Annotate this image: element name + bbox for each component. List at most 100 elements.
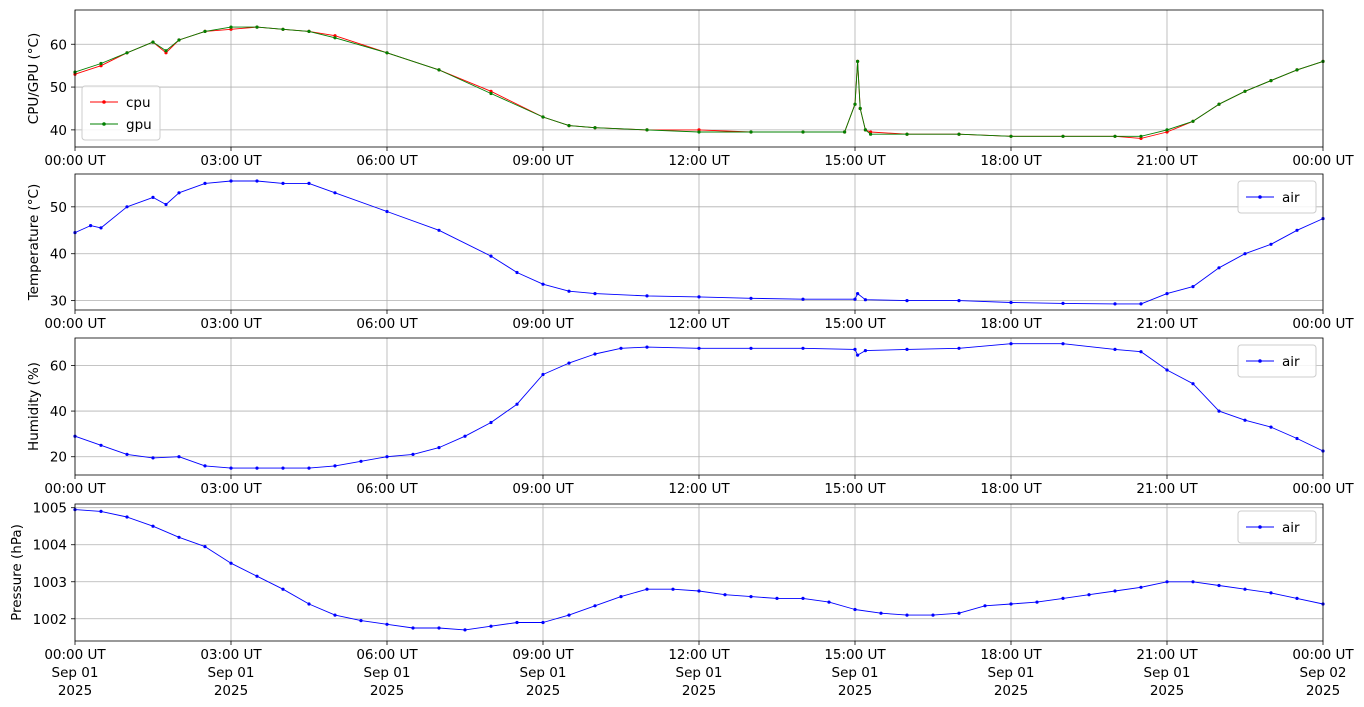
- data-point: [541, 282, 545, 286]
- legend: air: [1237, 510, 1317, 544]
- x-tick-label: 03:00 UT: [200, 481, 262, 497]
- data-point: [281, 27, 285, 31]
- data-point: [151, 40, 155, 44]
- data-point: [1009, 300, 1013, 305]
- x-tick-label: 09:00 UT: [512, 481, 574, 497]
- data-point: [1009, 134, 1013, 138]
- series-line-air: [74, 180, 1324, 305]
- x-tick-date: Sep 01: [988, 665, 1035, 681]
- x-tick-year: 2025: [1306, 683, 1340, 699]
- data-point: [905, 347, 909, 351]
- data-point: [515, 270, 519, 275]
- data-point: [645, 345, 649, 349]
- y-tick-label: 40: [50, 123, 67, 139]
- y-tick-label: 1003: [33, 575, 67, 591]
- data-point: [177, 535, 181, 539]
- data-point: [1191, 382, 1195, 386]
- data-point: [1269, 425, 1273, 429]
- data-point: [1139, 350, 1143, 354]
- x-tick-label: 15:00 UT: [824, 481, 886, 497]
- data-point: [489, 89, 493, 93]
- data-point: [801, 130, 805, 134]
- data-point: [567, 361, 571, 365]
- series-air: [73, 179, 1325, 306]
- x-tick-label: 21:00 UT: [1136, 481, 1198, 497]
- data-point: [749, 346, 753, 350]
- x-tick-label: 15:00 UT: [824, 316, 886, 332]
- data-point: [645, 128, 649, 132]
- data-point: [905, 299, 909, 303]
- data-point: [437, 626, 441, 630]
- data-point: [515, 402, 519, 406]
- data-point: [307, 181, 311, 185]
- y-tick-label: 1002: [33, 612, 67, 628]
- data-point: [697, 295, 701, 299]
- x-tick-year: 2025: [994, 683, 1028, 699]
- x-tick-label: 21:00 UT: [1136, 316, 1198, 332]
- data-point: [307, 466, 311, 470]
- data-point: [593, 292, 597, 296]
- data-point: [869, 132, 873, 136]
- data-point: [853, 102, 857, 106]
- data-point: [385, 622, 389, 626]
- x-tick-label: 06:00 UT: [356, 647, 418, 663]
- y-tick-label: 40: [50, 247, 67, 263]
- data-point: [99, 509, 103, 513]
- data-point: [1139, 302, 1143, 306]
- x-tick-date: Sep 01: [676, 665, 723, 681]
- data-point: [1295, 68, 1299, 72]
- y-axis-label: Temperature (°C): [26, 184, 42, 302]
- x-tick-label: 09:00 UT: [512, 316, 574, 332]
- legend-marker-gpu: [102, 122, 106, 126]
- data-point: [853, 347, 857, 351]
- data-point: [1009, 342, 1013, 346]
- data-point: [359, 459, 363, 463]
- series-gpu: [73, 25, 1325, 138]
- data-point: [437, 228, 441, 232]
- data-point: [1113, 134, 1117, 138]
- x-tick-year: 2025: [370, 683, 404, 699]
- data-point: [1113, 302, 1117, 306]
- x-tick-year: 2025: [214, 683, 248, 699]
- data-point: [203, 545, 207, 549]
- data-point: [1243, 89, 1247, 93]
- legend-marker-cpu: [102, 100, 106, 104]
- data-point: [1061, 134, 1065, 138]
- legend-label-air: air: [1282, 354, 1300, 370]
- x-tick-year: 2025: [682, 683, 716, 699]
- data-point: [856, 292, 860, 296]
- x-tick-label: 00:00 UT: [44, 153, 106, 169]
- data-point: [177, 38, 181, 42]
- data-point: [1217, 102, 1221, 106]
- data-point: [151, 524, 155, 528]
- data-point: [879, 611, 883, 615]
- data-point: [1061, 301, 1065, 305]
- data-point: [541, 372, 545, 377]
- data-point: [125, 515, 129, 519]
- data-point: [856, 353, 860, 357]
- data-point: [1295, 596, 1299, 601]
- data-point: [411, 452, 415, 456]
- data-point: [164, 202, 168, 207]
- data-point: [359, 619, 363, 623]
- legend-marker-air: [1258, 195, 1262, 199]
- y-tick-label: 60: [50, 358, 67, 374]
- y-tick-label: 20: [50, 450, 67, 466]
- y-tick-label: 1005: [33, 501, 67, 517]
- data-point: [281, 587, 285, 591]
- data-point: [385, 51, 389, 55]
- data-point: [801, 596, 805, 601]
- x-tick-date: Sep 01: [364, 665, 411, 681]
- data-point: [541, 620, 545, 625]
- data-point: [203, 181, 207, 185]
- data-point: [567, 289, 571, 293]
- y-tick-label: 1004: [33, 538, 67, 554]
- data-point: [437, 68, 441, 72]
- data-point: [489, 420, 493, 425]
- data-point: [255, 466, 259, 470]
- data-point: [1165, 128, 1169, 132]
- x-tick-label: 03:00 UT: [200, 153, 262, 169]
- data-point: [1009, 602, 1013, 606]
- data-point: [957, 132, 961, 136]
